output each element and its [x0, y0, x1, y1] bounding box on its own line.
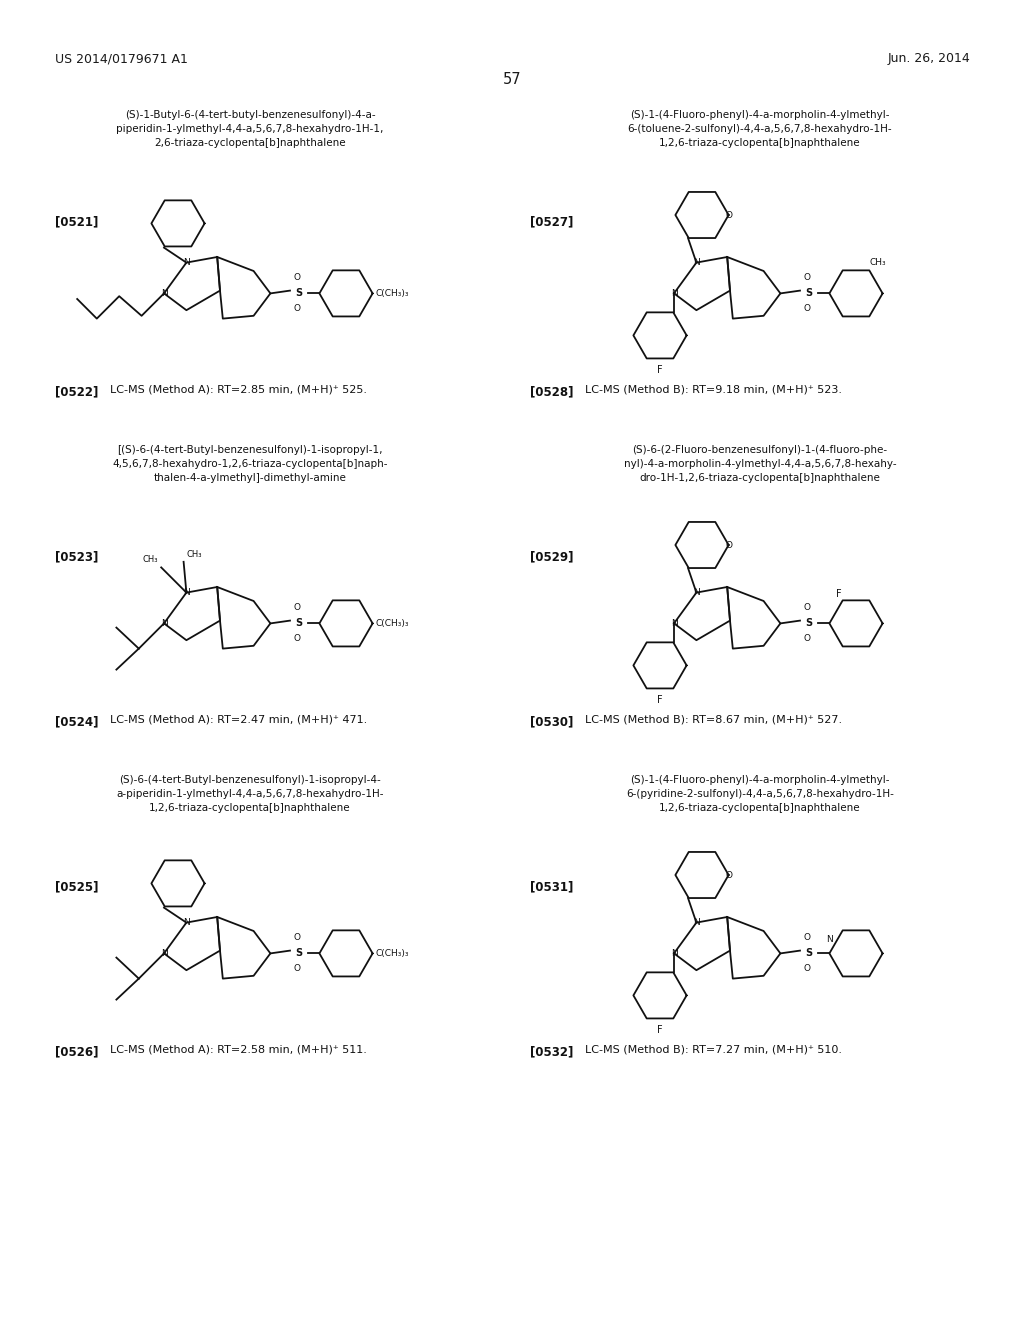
Text: O: O	[804, 635, 811, 643]
Text: [0522]: [0522]	[55, 385, 98, 399]
Text: [0530]: [0530]	[530, 715, 573, 729]
Text: Jun. 26, 2014: Jun. 26, 2014	[887, 51, 970, 65]
Text: O: O	[804, 603, 811, 612]
Text: O: O	[294, 965, 300, 973]
Text: LC-MS (Method B): RT=8.67 min, (M+H)⁺ 527.: LC-MS (Method B): RT=8.67 min, (M+H)⁺ 52…	[585, 715, 842, 725]
Text: [0532]: [0532]	[530, 1045, 573, 1059]
Text: O: O	[294, 603, 300, 612]
Text: O: O	[804, 965, 811, 973]
Text: thalen-4-a-ylmethyl]-dimethyl-amine: thalen-4-a-ylmethyl]-dimethyl-amine	[154, 473, 346, 483]
Text: O: O	[804, 933, 811, 942]
Text: 1,2,6-triaza-cyclopenta[b]naphthalene: 1,2,6-triaza-cyclopenta[b]naphthalene	[150, 803, 351, 813]
Text: 4,5,6,7,8-hexahydro-1,2,6-triaza-cyclopenta[b]naph-: 4,5,6,7,8-hexahydro-1,2,6-triaza-cyclope…	[113, 459, 388, 469]
Text: F: F	[657, 694, 663, 705]
Text: N: N	[693, 589, 699, 597]
Text: S: S	[295, 618, 302, 628]
Text: O: O	[804, 273, 811, 282]
Text: O: O	[804, 305, 811, 313]
Text: 2,6-triaza-cyclopenta[b]naphthalene: 2,6-triaza-cyclopenta[b]naphthalene	[155, 139, 346, 148]
Text: [0528]: [0528]	[530, 385, 573, 399]
Text: (S)-6-(2-Fluoro-benzenesulfonyl)-1-(4-fluoro-phe-: (S)-6-(2-Fluoro-benzenesulfonyl)-1-(4-fl…	[633, 445, 888, 455]
Text: LC-MS (Method B): RT=7.27 min, (M+H)⁺ 510.: LC-MS (Method B): RT=7.27 min, (M+H)⁺ 51…	[585, 1045, 842, 1055]
Text: (S)-1-(4-Fluoro-phenyl)-4-a-morpholin-4-ylmethyl-: (S)-1-(4-Fluoro-phenyl)-4-a-morpholin-4-…	[630, 775, 890, 785]
Text: nyl)-4-a-morpholin-4-ylmethyl-4,4-a,5,6,7,8-hexahy-: nyl)-4-a-morpholin-4-ylmethyl-4,4-a,5,6,…	[624, 459, 896, 469]
Text: O: O	[725, 540, 732, 549]
Text: LC-MS (Method A): RT=2.58 min, (M+H)⁺ 511.: LC-MS (Method A): RT=2.58 min, (M+H)⁺ 51…	[110, 1045, 367, 1055]
Text: S: S	[295, 948, 302, 958]
Text: N: N	[161, 289, 167, 298]
Text: CH₃: CH₃	[142, 556, 158, 565]
Text: [0524]: [0524]	[55, 715, 98, 729]
Text: CH₃: CH₃	[870, 259, 887, 267]
Text: 6-(toluene-2-sulfonyl)-4,4-a,5,6,7,8-hexahydro-1H-: 6-(toluene-2-sulfonyl)-4,4-a,5,6,7,8-hex…	[628, 124, 892, 135]
Text: CH₃: CH₃	[186, 550, 202, 558]
Text: [0525]: [0525]	[55, 880, 98, 894]
Text: N: N	[671, 619, 677, 628]
Text: O: O	[294, 305, 300, 313]
Text: (S)-6-(4-tert-Butyl-benzenesulfonyl)-1-isopropyl-4-: (S)-6-(4-tert-Butyl-benzenesulfonyl)-1-i…	[119, 775, 381, 785]
Text: O: O	[725, 210, 732, 219]
Text: US 2014/0179671 A1: US 2014/0179671 A1	[55, 51, 187, 65]
Text: 1,2,6-triaza-cyclopenta[b]naphthalene: 1,2,6-triaza-cyclopenta[b]naphthalene	[659, 139, 861, 148]
Text: piperidin-1-ylmethyl-4,4-a,5,6,7,8-hexahydro-1H-1,: piperidin-1-ylmethyl-4,4-a,5,6,7,8-hexah…	[117, 124, 384, 135]
Text: S: S	[295, 288, 302, 298]
Text: [0527]: [0527]	[530, 215, 573, 228]
Text: N: N	[693, 259, 699, 267]
Text: LC-MS (Method A): RT=2.85 min, (M+H)⁺ 525.: LC-MS (Method A): RT=2.85 min, (M+H)⁺ 52…	[110, 385, 367, 395]
Text: 1,2,6-triaza-cyclopenta[b]naphthalene: 1,2,6-triaza-cyclopenta[b]naphthalene	[659, 803, 861, 813]
Text: O: O	[294, 273, 300, 282]
Text: [0523]: [0523]	[55, 550, 98, 564]
Text: N: N	[183, 919, 189, 927]
Text: O: O	[294, 635, 300, 643]
Text: F: F	[837, 589, 842, 599]
Text: LC-MS (Method B): RT=9.18 min, (M+H)⁺ 523.: LC-MS (Method B): RT=9.18 min, (M+H)⁺ 52…	[585, 385, 842, 395]
Text: O: O	[294, 933, 300, 942]
Text: 6-(pyridine-2-sulfonyl)-4,4-a,5,6,7,8-hexahydro-1H-: 6-(pyridine-2-sulfonyl)-4,4-a,5,6,7,8-he…	[626, 789, 894, 799]
Text: [0529]: [0529]	[530, 550, 573, 564]
Text: dro-1H-1,2,6-triaza-cyclopenta[b]naphthalene: dro-1H-1,2,6-triaza-cyclopenta[b]naphtha…	[640, 473, 881, 483]
Text: C(CH₃)₃: C(CH₃)₃	[376, 289, 409, 298]
Text: C(CH₃)₃: C(CH₃)₃	[376, 949, 409, 958]
Text: [0526]: [0526]	[55, 1045, 98, 1059]
Text: a-piperidin-1-ylmethyl-4,4-a,5,6,7,8-hexahydro-1H-: a-piperidin-1-ylmethyl-4,4-a,5,6,7,8-hex…	[117, 789, 384, 799]
Text: (S)-1-(4-Fluoro-phenyl)-4-a-morpholin-4-ylmethyl-: (S)-1-(4-Fluoro-phenyl)-4-a-morpholin-4-…	[630, 110, 890, 120]
Text: N: N	[671, 949, 677, 958]
Text: C(CH₃)₃: C(CH₃)₃	[376, 619, 409, 628]
Text: N: N	[183, 259, 189, 267]
Text: [(S)-6-(4-tert-Butyl-benzenesulfonyl)-1-isopropyl-1,: [(S)-6-(4-tert-Butyl-benzenesulfonyl)-1-…	[118, 445, 383, 455]
Text: N: N	[183, 589, 189, 597]
Text: O: O	[725, 870, 732, 879]
Text: [0521]: [0521]	[55, 215, 98, 228]
Text: F: F	[657, 1024, 663, 1035]
Text: S: S	[805, 948, 812, 958]
Text: S: S	[805, 618, 812, 628]
Text: F: F	[657, 364, 663, 375]
Text: 57: 57	[503, 73, 521, 87]
Text: [0531]: [0531]	[530, 880, 573, 894]
Text: N: N	[161, 619, 167, 628]
Text: N: N	[161, 949, 167, 958]
Text: (S)-1-Butyl-6-(4-tert-butyl-benzenesulfonyl)-4-a-: (S)-1-Butyl-6-(4-tert-butyl-benzenesulfo…	[125, 110, 376, 120]
Text: N: N	[693, 919, 699, 927]
Text: N: N	[671, 289, 677, 298]
Text: S: S	[805, 288, 812, 298]
Text: LC-MS (Method A): RT=2.47 min, (M+H)⁺ 471.: LC-MS (Method A): RT=2.47 min, (M+H)⁺ 47…	[110, 715, 368, 725]
Text: N: N	[826, 935, 833, 944]
